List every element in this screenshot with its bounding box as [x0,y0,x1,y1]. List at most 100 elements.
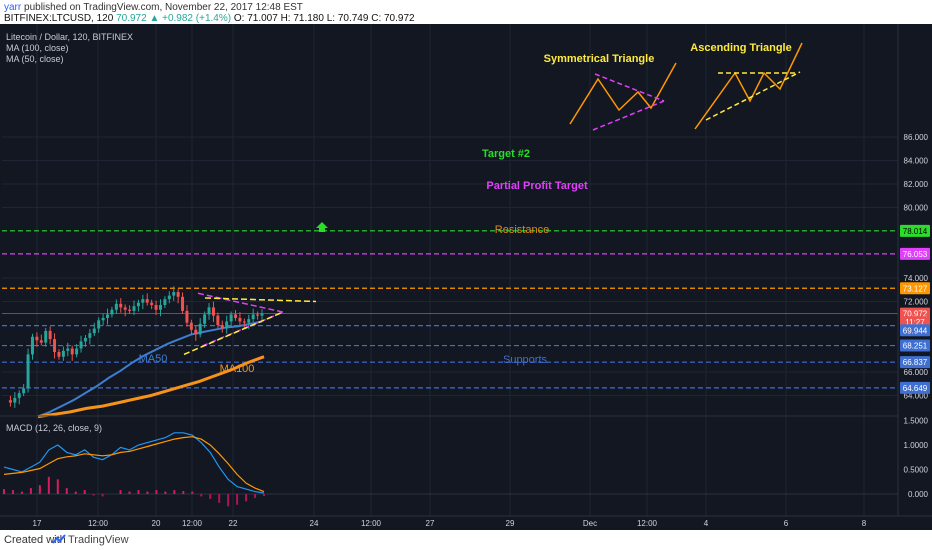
open-value: O: 71.007 [233,13,278,24]
price-badge-label: 68.251 [903,342,928,351]
candle-body [251,314,255,320]
legend-ma50[interactable]: MA (50, close) [6,54,64,64]
time-tick-label: 8 [862,519,867,528]
time-tick-label: 12:00 [182,519,203,528]
candle-body [30,336,34,355]
candle-body [242,321,246,323]
candle-body [17,393,21,398]
candle-body [8,400,12,403]
chart-canvas[interactable]: 86.00084.00082.00080.00074.00072.00066.0… [0,24,932,530]
candles [8,286,264,408]
candle-body [176,292,180,297]
macd-tick-label: 1.0000 [904,441,929,450]
time-tick-label: 27 [426,519,435,528]
horizontal-levels [2,230,898,389]
low-value: L: 70.749 [326,13,369,24]
candle-body [194,329,198,335]
candle-body [123,307,127,310]
candle-body [53,339,57,353]
candle-body [97,320,101,329]
chart-background [0,24,932,530]
tradingview-logo-icon [52,534,66,544]
candle-body [83,337,87,342]
candle-body [234,314,238,318]
candle-body [48,330,52,340]
sym-pattern-bottom [592,100,665,131]
time-tick-label: 12:00 [637,519,658,528]
author-link[interactable]: yarr [4,2,22,13]
candle-body [114,303,118,310]
candle-body [39,340,43,343]
ascending-triangle-label: Ascending Triangle [690,42,791,54]
candle-body [13,397,17,403]
axes: 86.00084.00082.00080.00074.00072.00066.0… [0,24,932,528]
signal-line [3,436,265,493]
price-tick-label: 86.000 [904,133,929,142]
price-badge: 64.649 [900,381,930,394]
publish-info: published on TradingView.com, November 2… [21,2,303,13]
candle-body [61,350,65,357]
price-badge-bg [900,356,930,369]
candle-body [238,317,242,322]
candle-body [167,295,171,300]
ma100-label: MA100 [220,363,255,375]
candle-body [66,348,70,351]
candle-body [216,315,220,325]
candle-body [101,317,105,321]
legend-macd[interactable]: MACD (12, 26, close, 9) [6,423,102,433]
price-tick-label: 64.000 [904,392,929,401]
candle-body [128,309,132,311]
candle-body [35,336,39,341]
partial-profit-label: Partial Profit Target [486,180,588,192]
candle-body [150,302,154,306]
resistance-trendline [204,297,317,303]
sym-triangle-top [197,292,284,313]
price-tick-label: 66.000 [904,368,929,377]
resistance-label: Resistance [495,224,549,236]
macd-pane [0,415,898,507]
tradingview-link[interactable]: TradingView [68,534,129,546]
symbol-line: BITFINEX:LTCUSD, 120 70.972 ▲ +0.982 (+1… [4,13,415,24]
sym-pattern-path [569,62,677,125]
time-tick-label: 22 [229,519,238,528]
ma50-line [37,320,263,418]
candle-body [154,305,158,310]
candle-body [181,296,185,311]
time-tick-label: Dec [583,519,597,528]
macd-tick-label: 0.5000 [904,466,929,475]
chart-header: yarr published on TradingView.com, Novem… [0,0,932,24]
price-badge: 76.053 [900,247,930,260]
candle-body [132,306,136,311]
price-change: ▲ +0.982 (+1.4%) [149,13,232,24]
created-with-label: Created with [4,534,66,546]
candle-body [44,330,48,343]
legend-ma100[interactable]: MA (100, close) [6,43,69,53]
symbol-label: BITFINEX:LTCUSD, 120 [4,13,114,24]
candle-body [119,303,123,308]
time-tick-label: 4 [704,519,709,528]
ma100-line [37,355,265,419]
price-badge-bg [900,224,930,237]
candle-body [136,302,140,307]
candle-body [22,388,26,394]
candle-body [145,299,149,303]
asc-pattern-bottom [705,71,801,121]
candle-body [92,328,96,334]
macd-tick-label: 0.000 [908,490,929,499]
candle-body [110,309,114,315]
price-badge-label: 70.972 [903,310,928,319]
candle-body [79,341,83,349]
candle-body [172,292,176,296]
candle-body [220,325,224,329]
candle-body [141,299,145,303]
candle-body [225,321,229,329]
price-badge-label: 11:27 [905,318,925,327]
time-tick-label: 20 [152,519,161,528]
price-tick-label: 72.000 [904,298,929,307]
symmetrical-triangle-label: Symmetrical Triangle [544,53,655,65]
up-arrow-icon [316,222,328,232]
candle-body [75,348,79,355]
time-tick-label: 24 [310,519,319,528]
sym-pattern-top [594,73,665,102]
macd-line [3,432,265,494]
